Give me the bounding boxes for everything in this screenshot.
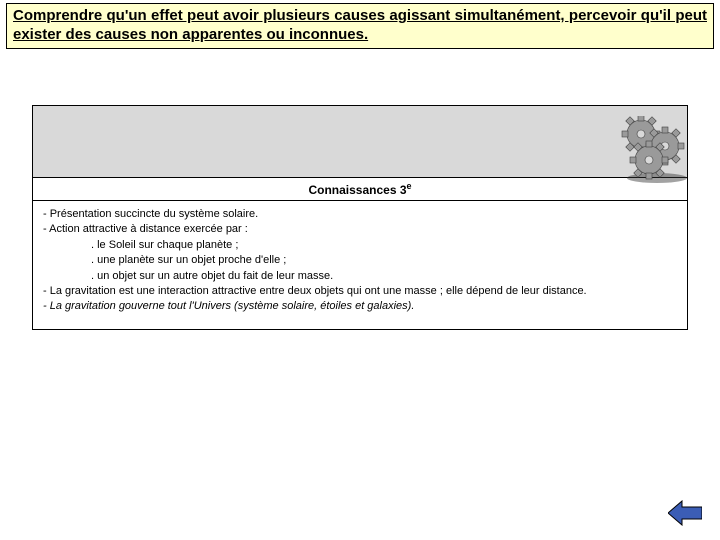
content-line: - Présentation succincte du système sola… xyxy=(43,207,677,222)
content-line: - La gravitation est une interaction att… xyxy=(43,284,677,299)
section-header: Connaissances 3e xyxy=(33,178,687,201)
title-box: Comprendre qu'un effet peut avoir plusie… xyxy=(6,3,714,49)
main-frame: Connaissances 3e - Présentation succinct… xyxy=(32,105,688,330)
content-line: - Action attractive à distance exercée p… xyxy=(43,222,677,237)
content-box: - Présentation succincte du système sola… xyxy=(33,201,687,329)
content-line: . une planète sur un objet proche d'elle… xyxy=(43,253,677,268)
section-header-label: Connaissances 3 xyxy=(308,183,406,197)
back-button[interactable] xyxy=(668,500,702,526)
page-title: Comprendre qu'un effet peut avoir plusie… xyxy=(13,7,707,45)
content-line: - La gravitation gouverne tout l'Univers… xyxy=(43,299,677,314)
header-gray-band xyxy=(33,106,687,178)
content-line: . un objet sur un autre objet du fait de… xyxy=(43,269,677,284)
gears-icon xyxy=(615,116,695,184)
content-line: . le Soleil sur chaque planète ; xyxy=(43,238,677,253)
section-header-sup: e xyxy=(407,181,412,191)
arrow-left-icon xyxy=(668,500,702,526)
